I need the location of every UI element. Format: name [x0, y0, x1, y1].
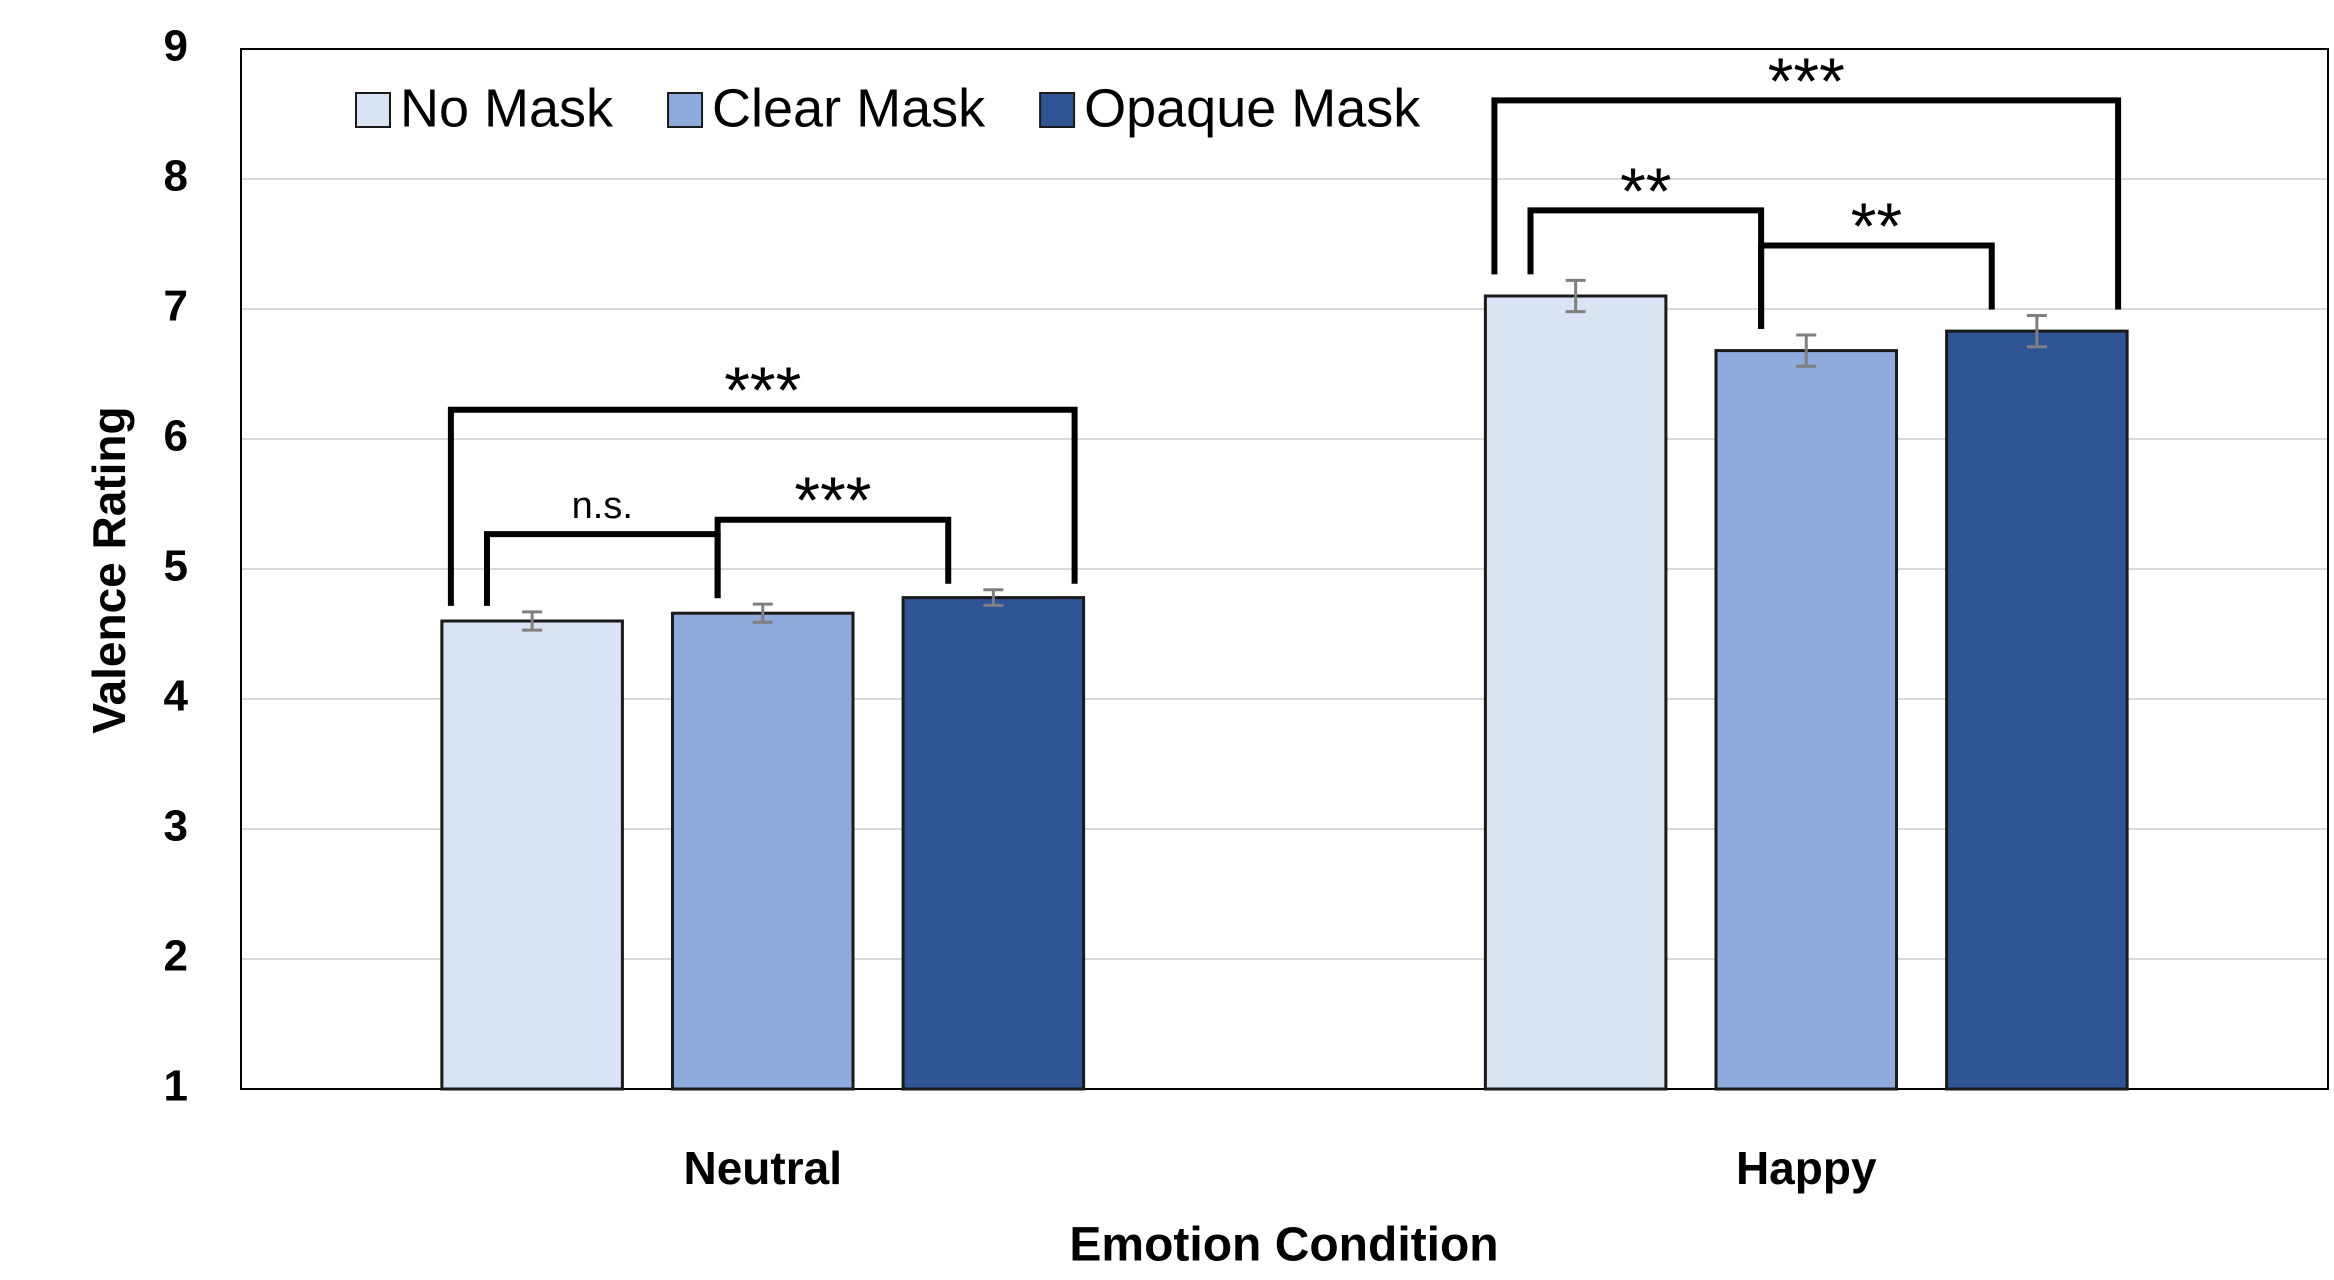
- error-bar: [752, 602, 773, 624]
- bar: [1483, 294, 1668, 1091]
- legend-label: Opaque Mask: [1084, 78, 1421, 138]
- bar: [670, 611, 855, 1091]
- significance-label: ***: [1768, 44, 1845, 118]
- error-bar: [522, 610, 543, 632]
- error-bar: [2026, 314, 2047, 349]
- y-tick-label: 4: [164, 672, 189, 721]
- error-bar: [1796, 333, 1817, 368]
- bar: [1945, 329, 2129, 1091]
- significance-bracket: [714, 516, 952, 599]
- y-axis-label: Valence Rating: [83, 406, 135, 733]
- x-tick-label: Happy: [1736, 1142, 1877, 1194]
- significance-label: ***: [724, 353, 801, 427]
- significance-label: n.s.: [572, 485, 633, 527]
- legend-label: Clear Mask: [712, 78, 986, 138]
- error-bar: [1565, 278, 1586, 314]
- y-tick-label: 7: [164, 282, 188, 331]
- significance-bracket: [1491, 97, 2122, 310]
- significance-label: **: [1620, 154, 1671, 228]
- legend-swatch: [1039, 92, 1076, 128]
- legend-label: No Mask: [400, 78, 614, 138]
- plot-frame: [240, 48, 2329, 1090]
- y-tick-label: 6: [164, 412, 188, 461]
- y-tick-label: 9: [164, 22, 188, 71]
- significance-bracket: [1758, 242, 1995, 329]
- legend-swatch: [667, 92, 704, 128]
- y-tick-label: 8: [164, 152, 188, 201]
- y-tick-label: 3: [164, 802, 188, 851]
- y-tick-label: 1: [164, 1062, 188, 1111]
- y-tick-label: 2: [164, 932, 188, 981]
- x-axis-label: Emotion Condition: [1069, 1219, 1498, 1272]
- significance-label: ***: [794, 463, 871, 537]
- significance-bracket: [447, 406, 1078, 606]
- error-bar: [983, 588, 1004, 607]
- bar: [1714, 349, 1899, 1091]
- bar: [440, 619, 624, 1091]
- legend-swatch: [355, 92, 391, 128]
- bar: [901, 596, 1086, 1091]
- x-tick-label: Neutral: [684, 1142, 842, 1194]
- significance-label: **: [1851, 189, 1902, 263]
- y-tick-label: 5: [164, 542, 188, 591]
